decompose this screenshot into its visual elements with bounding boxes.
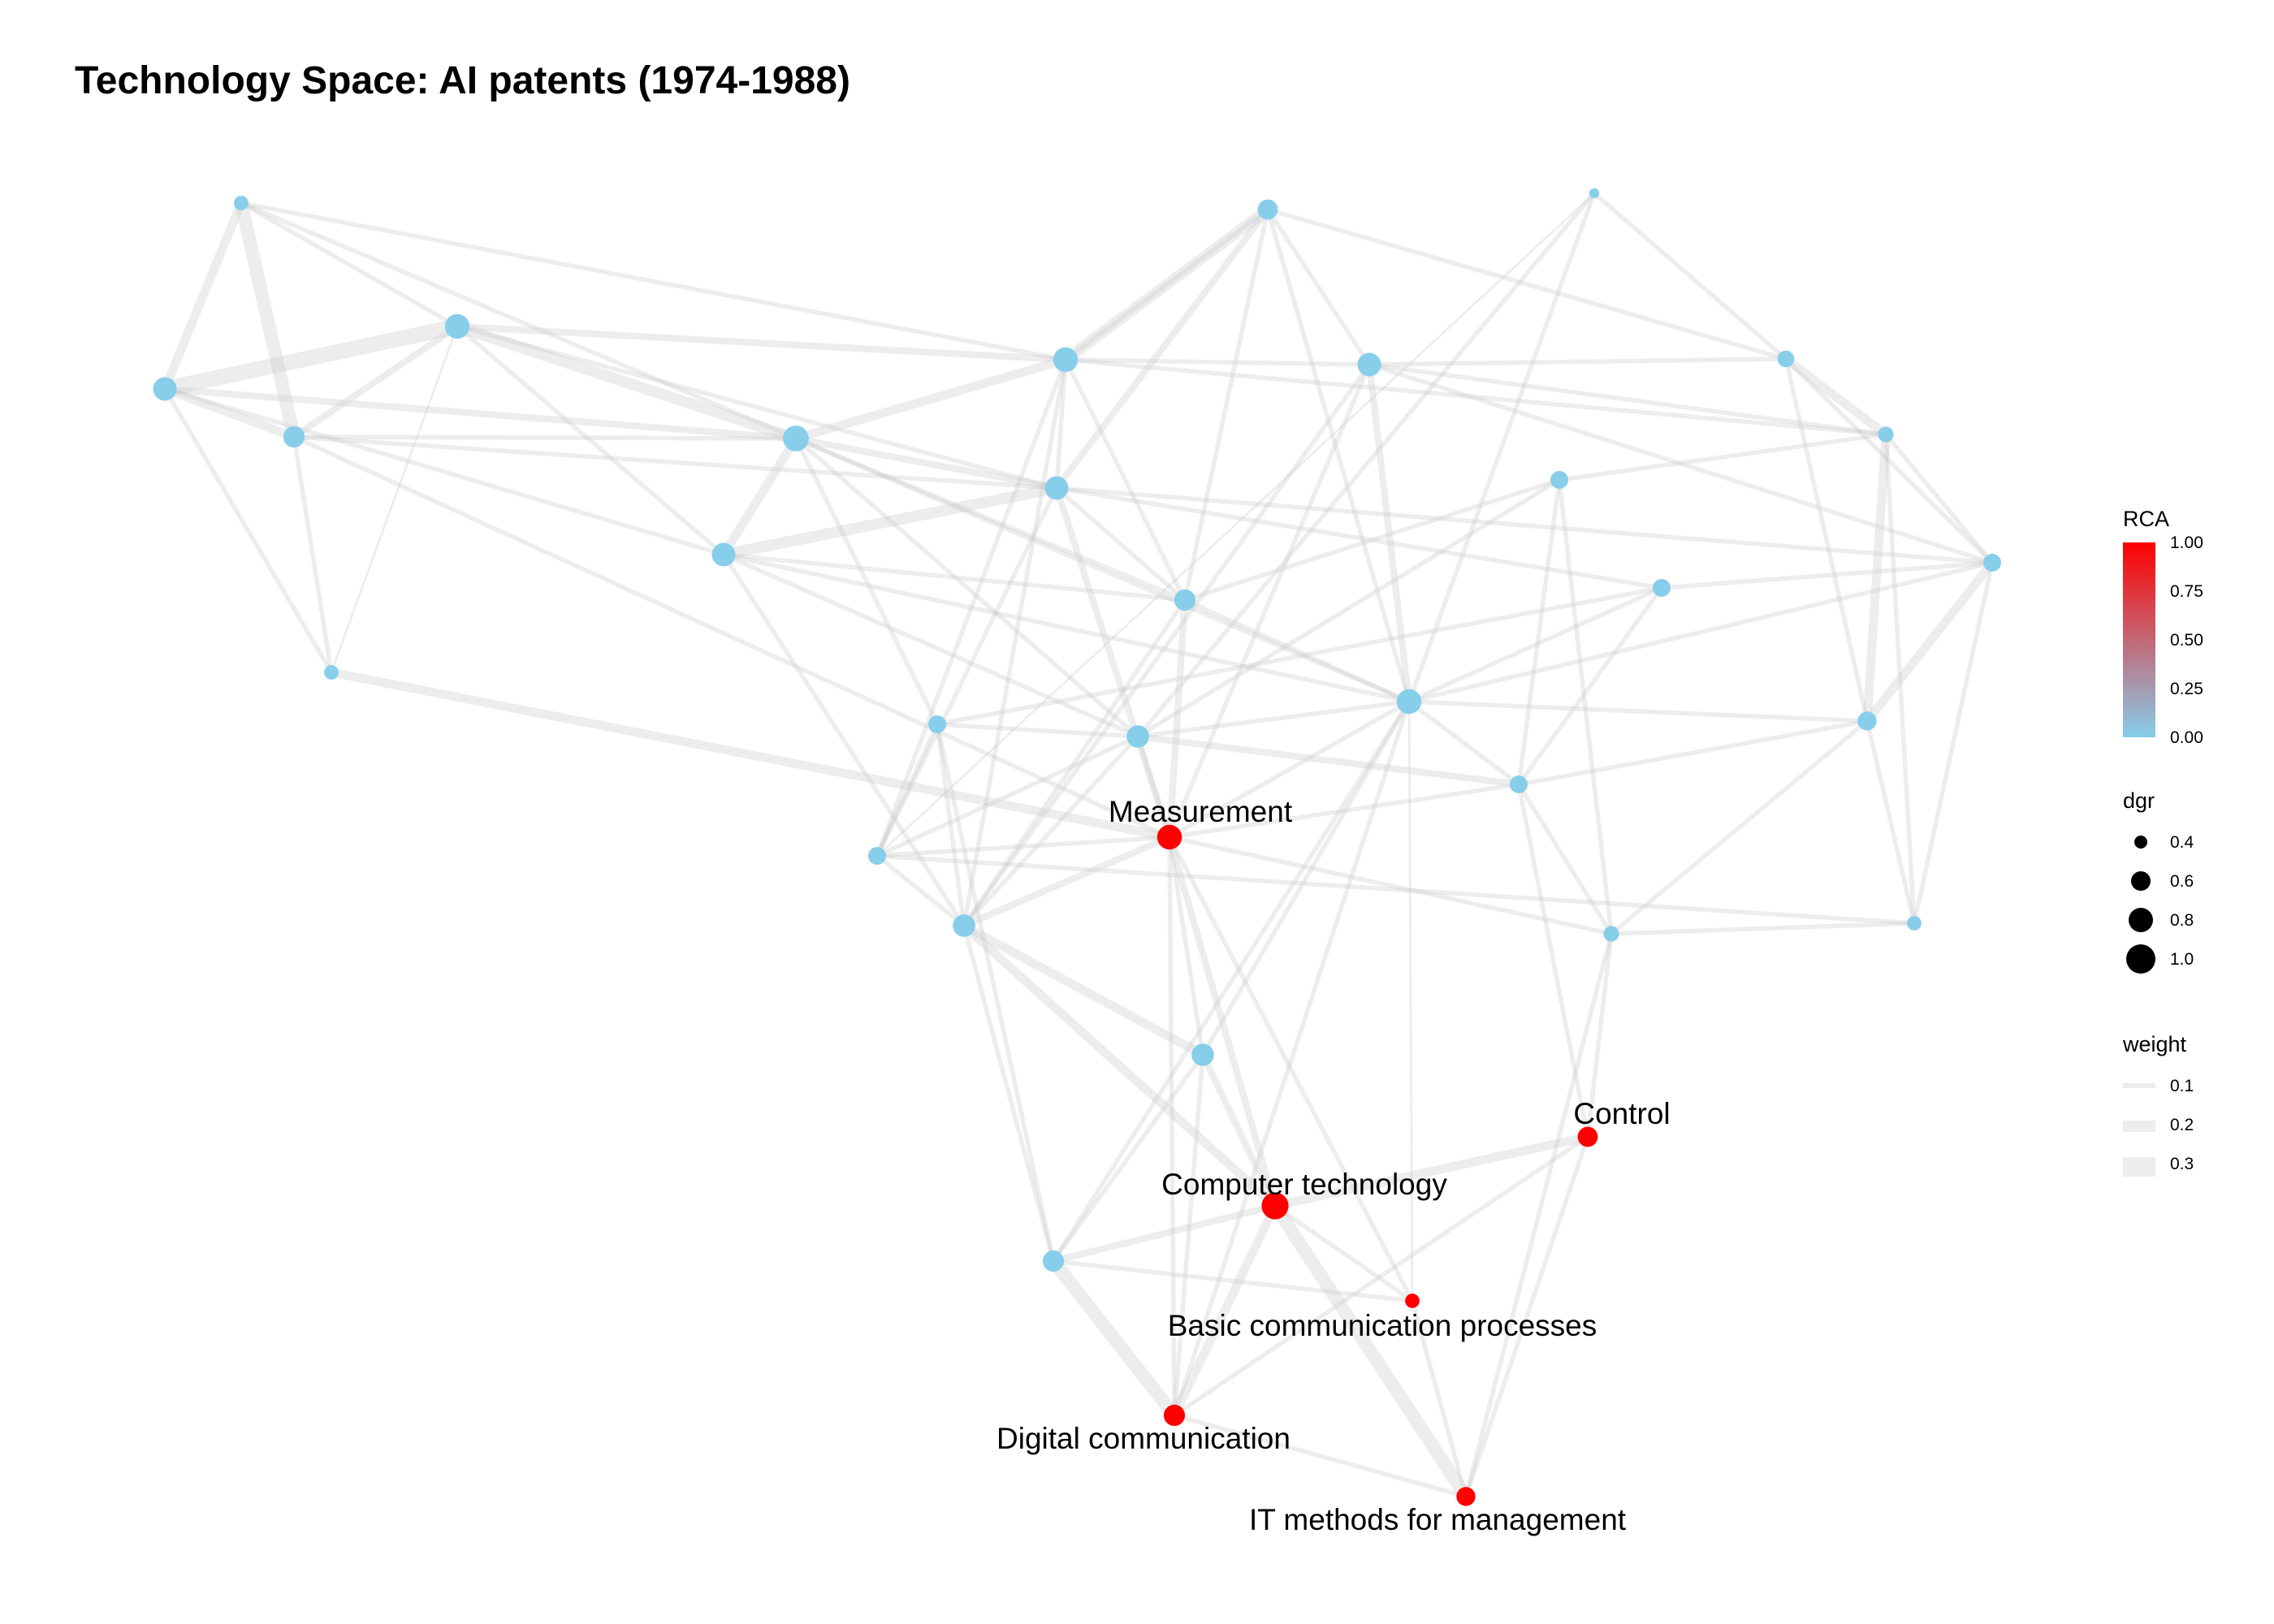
node bbox=[153, 378, 177, 401]
dgr-legend: dgr 0.4 0.6 0.8 1.0 bbox=[2123, 788, 2194, 974]
edge bbox=[1611, 721, 1867, 934]
node-label: Control bbox=[1573, 1097, 1670, 1130]
edge bbox=[1169, 837, 1611, 934]
node bbox=[1603, 926, 1619, 941]
edge bbox=[1466, 934, 1611, 1497]
node bbox=[1126, 725, 1149, 748]
node bbox=[1857, 711, 1876, 730]
node bbox=[1653, 579, 1671, 597]
edge bbox=[331, 326, 457, 672]
edge bbox=[1409, 702, 1867, 721]
label-layer: Measurement Control Computer technology Bas… bbox=[996, 795, 1671, 1536]
edge bbox=[796, 360, 1066, 438]
rca-tick-label: 0.25 bbox=[2170, 680, 2203, 698]
weight-legend-label: 0.2 bbox=[2170, 1116, 2194, 1134]
node-label: Computer technology bbox=[1161, 1168, 1447, 1201]
edge bbox=[1053, 1261, 1174, 1415]
node bbox=[928, 715, 946, 733]
edge bbox=[294, 437, 796, 438]
edge bbox=[1169, 837, 1275, 1206]
edge bbox=[457, 326, 1057, 488]
edge bbox=[1066, 209, 1268, 360]
edge bbox=[1594, 193, 1786, 359]
dgr-legend-label: 1.0 bbox=[2170, 950, 2194, 969]
dgr-legend-label: 0.8 bbox=[2170, 911, 2194, 930]
edge bbox=[1268, 209, 1409, 702]
node bbox=[1397, 689, 1421, 714]
node bbox=[1550, 471, 1568, 489]
node bbox=[1174, 590, 1195, 611]
edge bbox=[724, 488, 1057, 555]
node-measurement bbox=[1157, 825, 1182, 849]
node bbox=[1589, 188, 1599, 198]
edge bbox=[1409, 193, 1594, 702]
node bbox=[1045, 477, 1069, 500]
edge bbox=[1409, 702, 1412, 1301]
dgr-legend-dot bbox=[2134, 836, 2147, 849]
node-label: Basic communication processes bbox=[1168, 1309, 1597, 1342]
node bbox=[1358, 353, 1381, 377]
weight-legend-label: 0.3 bbox=[2170, 1155, 2194, 1173]
weight-legend-label: 0.1 bbox=[2170, 1077, 2194, 1095]
rca-color-bar bbox=[2123, 542, 2155, 737]
node bbox=[868, 847, 886, 865]
rca-tick-label: 0.75 bbox=[2170, 582, 2203, 601]
edge bbox=[1611, 923, 1914, 934]
rca-legend: RCA 1.00 0.75 0.50 0.25 0.00 bbox=[2123, 507, 2203, 747]
rca-tick-label: 1.00 bbox=[2170, 533, 2203, 552]
dgr-legend-dot bbox=[2131, 871, 2151, 891]
node-label: Measurement bbox=[1109, 795, 1293, 828]
node bbox=[324, 665, 339, 680]
dgr-legend-label: 0.4 bbox=[2170, 833, 2194, 852]
edge bbox=[964, 926, 1053, 1261]
node-basic-communication-processes bbox=[1405, 1294, 1420, 1308]
node bbox=[783, 425, 809, 451]
node bbox=[1191, 1043, 1214, 1066]
node bbox=[1907, 916, 1922, 931]
node bbox=[953, 914, 975, 937]
edge bbox=[1867, 434, 1886, 721]
edge bbox=[1138, 193, 1594, 736]
node bbox=[283, 426, 305, 447]
edge bbox=[877, 856, 964, 926]
weight-legend-swatch bbox=[2123, 1083, 2155, 1088]
weight-legend-swatch bbox=[2123, 1157, 2155, 1177]
dgr-legend-dot bbox=[2126, 944, 2155, 974]
edge bbox=[1369, 359, 1786, 365]
node bbox=[712, 543, 736, 567]
edge bbox=[877, 856, 1914, 923]
node bbox=[1878, 426, 1893, 442]
edge bbox=[1268, 209, 1786, 359]
edge-layer bbox=[165, 193, 1992, 1497]
weight-legend-swatch bbox=[2123, 1121, 2155, 1132]
dgr-legend-dot bbox=[2129, 908, 2153, 932]
node bbox=[1510, 775, 1528, 793]
edge bbox=[964, 736, 1138, 926]
node bbox=[1983, 554, 2001, 572]
node bbox=[1043, 1250, 1064, 1272]
node bbox=[445, 314, 469, 339]
dgr-legend-label: 0.6 bbox=[2170, 872, 2194, 891]
edge bbox=[796, 438, 937, 724]
node-label: IT methods for management bbox=[1249, 1503, 1627, 1536]
rca-tick-label: 0.50 bbox=[2170, 631, 2203, 650]
node bbox=[1258, 200, 1278, 220]
rca-legend-title: RCA bbox=[2123, 507, 2169, 531]
dgr-legend-title: dgr bbox=[2123, 788, 2155, 813]
node bbox=[1778, 351, 1795, 368]
weight-legend: weight 0.1 0.2 0.3 bbox=[2122, 1032, 2194, 1177]
weight-legend-title: weight bbox=[2122, 1032, 2187, 1056]
node bbox=[234, 196, 249, 210]
node-label: Digital communication bbox=[996, 1422, 1290, 1455]
rca-tick-label: 0.00 bbox=[2170, 728, 2203, 747]
edge bbox=[165, 203, 241, 389]
node bbox=[1053, 348, 1078, 372]
edge bbox=[1519, 721, 1867, 784]
